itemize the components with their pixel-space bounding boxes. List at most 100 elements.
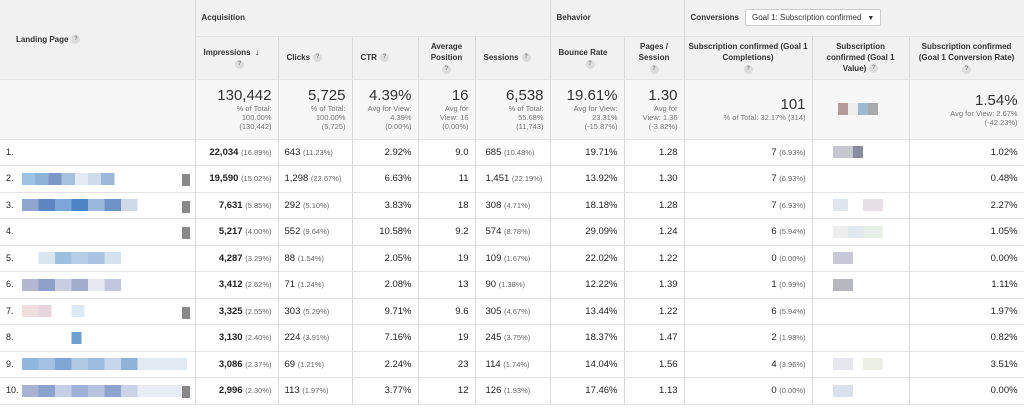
clicks-cell: 69 (1.21%) [278,351,353,378]
avg-position-cell: 19 [418,245,476,272]
help-icon[interactable]: ? [743,65,753,74]
sessions-cell: 1,451 (22.19%) [475,165,551,193]
landing-page-cell[interactable]: 6. [0,271,196,299]
goal-rate-cell: 0.82% [909,324,1024,352]
behavior-group: Behavior [550,0,685,37]
clicks-cell: 303 (5.29%) [278,298,353,325]
redacted-marker [181,227,190,239]
redacted-value [832,278,883,291]
table-row[interactable]: 10. 2,996 (2.30%) 113 (1.97%) 3.77% 12 126 (1… [0,377,1024,405]
help-icon[interactable]: ? [442,65,451,74]
landing-page-cell[interactable]: 8. [0,324,196,352]
landing-page-cell[interactable]: 2. [0,165,196,193]
goal-value-cell [812,324,910,352]
goal-value-cell [812,192,910,219]
col-goal-rate[interactable]: Subscription confirmed (Goal 1 Conversio… [909,36,1024,80]
help-icon[interactable]: ? [962,65,972,74]
clicks-cell: 71 (1.24%) [278,271,353,299]
pages-session-cell: 1.30 [624,165,685,193]
sessions-cell: 245 (3.75%) [475,324,551,352]
help-icon[interactable]: ? [313,53,323,63]
clicks-cell: 224 (3.91%) [278,324,353,352]
table-row[interactable]: 1. 22,034 (16.89%) 643 (11.23%) 2.92% 9.0 685… [0,139,1024,166]
table-row[interactable]: 4. 5,217 (4.00%) 552 (9.64%) 10.58% 9.2 574 (… [0,218,1024,246]
avg-position-cell: 19 [418,324,476,352]
row-number: 9. [6,358,14,369]
impressions-cell: 19,590 (15.02%) [195,165,279,193]
conversions-group: Conversions Goal 1: Subscription confirme… [684,0,1024,37]
bounce-rate-cell: 29.09% [550,218,625,246]
goal-rate-cell: 1.02% [909,139,1024,166]
bounce-rate-cell: 18.18% [550,192,625,219]
landing-page-cell[interactable]: 4. [0,218,196,246]
impressions-cell: 4,287 (3.29%) [195,245,279,272]
landing-page-cell[interactable]: 10. [0,377,196,405]
total-avg-position: 16 Avg for View: 16 (0.00%) [418,79,476,140]
ctr-cell: 2.24% [352,351,419,378]
col-pages-session[interactable]: Pages / Session? [624,36,685,80]
pages-session-cell: 1.47 [624,324,685,352]
landing-page-cell[interactable]: 3. [0,192,196,219]
help-icon[interactable]: ? [521,53,531,63]
goal-completions-cell: 0 (0.00%) [684,245,813,272]
landing-page-cell[interactable]: 1. [0,139,196,166]
sessions-cell: 685 (10.48%) [475,139,551,166]
table-row[interactable]: 9. 3,086 (2.37%) 69 (1.21%) 2.24% 23 114 (1.7… [0,351,1024,378]
goal-value-cell [812,298,910,325]
pages-session-cell: 1.56 [624,351,685,378]
table-row[interactable]: 7. 3,325 (2.55%) 303 (5.29%) 9.71% 9.6 305 (4… [0,298,1024,325]
goal-rate-cell: 0.00% [909,377,1024,405]
ctr-cell: 7.16% [352,324,419,352]
ctr-cell: 9.71% [352,298,419,325]
goal-value-cell [812,218,910,246]
help-icon[interactable]: ? [235,59,244,69]
col-bounce-rate[interactable]: Bounce Rate? [550,36,625,80]
table-row[interactable]: 2. 19,590 (15.02%) 1,298 (22.67%) 6.63% 11 1,… [0,165,1024,193]
table-row[interactable]: 3. 7,631 (5.85%) 292 (5.10%) 3.83% 18 308 (4.… [0,192,1024,219]
redacted-url [22,358,187,371]
table-row[interactable]: 8. 3,130 (2.40%) 224 (3.91%) 7.16% 19 245 (3.… [0,324,1024,352]
table-row[interactable]: 5. 4,287 (3.29%) 88 (1.54%) 2.05% 19 109 (1.6… [0,245,1024,272]
landing-page-cell[interactable]: 9. [0,351,196,378]
ctr-cell: 3.83% [352,192,419,219]
total-pages-session: 1.30 Avg for View: 1.36 (-3.82%) [624,79,685,140]
impressions-cell: 3,086 (2.37%) [195,351,279,378]
goal-value-cell [812,139,910,166]
bounce-rate-cell: 17.46% [550,377,625,405]
landing-page-cell[interactable]: 7. [0,298,196,325]
goal-value-cell [812,377,910,405]
goal-completions-cell: 7 (6.93%) [684,139,813,166]
redacted-value [832,252,883,265]
redacted-url [22,278,187,291]
col-impressions[interactable]: Impressions ↓? [195,36,279,80]
help-icon[interactable]: ? [379,53,389,63]
clicks-cell: 292 (5.10%) [278,192,353,219]
caret-down-icon: ▼ [867,15,875,23]
landing-page-cell[interactable]: 5. [0,245,196,272]
sort-down-icon: ↓ [254,46,260,58]
sessions-cell: 126 (1.93%) [475,377,551,405]
sessions-cell: 114 (1.74%) [475,351,551,378]
help-icon[interactable]: ? [869,64,879,74]
row-number: 7. [6,305,14,316]
help-icon[interactable]: ? [71,34,81,44]
col-clicks[interactable]: Clicks? [278,36,353,80]
col-sessions[interactable]: Sessions? [475,36,551,80]
help-icon[interactable]: ? [649,65,659,74]
bounce-rate-cell: 13.92% [550,165,625,193]
col-avg-position[interactable]: Average Position? [418,36,476,80]
redacted-url [22,252,187,265]
landing-page-header[interactable]: Landing Page? [0,0,196,80]
help-icon[interactable]: ? [585,59,595,69]
impressions-cell: 3,325 (2.55%) [195,298,279,325]
goal-completions-cell: 4 (3.96%) [684,351,813,378]
goal-completions-cell: 2 (1.98%) [684,324,813,352]
redacted-value [832,358,883,371]
col-goal-completions[interactable]: Subscription confirmed (Goal 1 Completio… [684,36,813,80]
col-goal-value[interactable]: Subscription confirmed (Goal 1 Value)? [812,36,910,80]
table-row[interactable]: 6. 3,412 (2.62%) 71 (1.24%) 2.08% 13 90 (1.38… [0,271,1024,299]
goal-dropdown[interactable]: Goal 1: Subscription confirmed ▼ [745,9,882,27]
total-goal-value [812,79,910,140]
col-ctr[interactable]: CTR? [352,36,419,80]
